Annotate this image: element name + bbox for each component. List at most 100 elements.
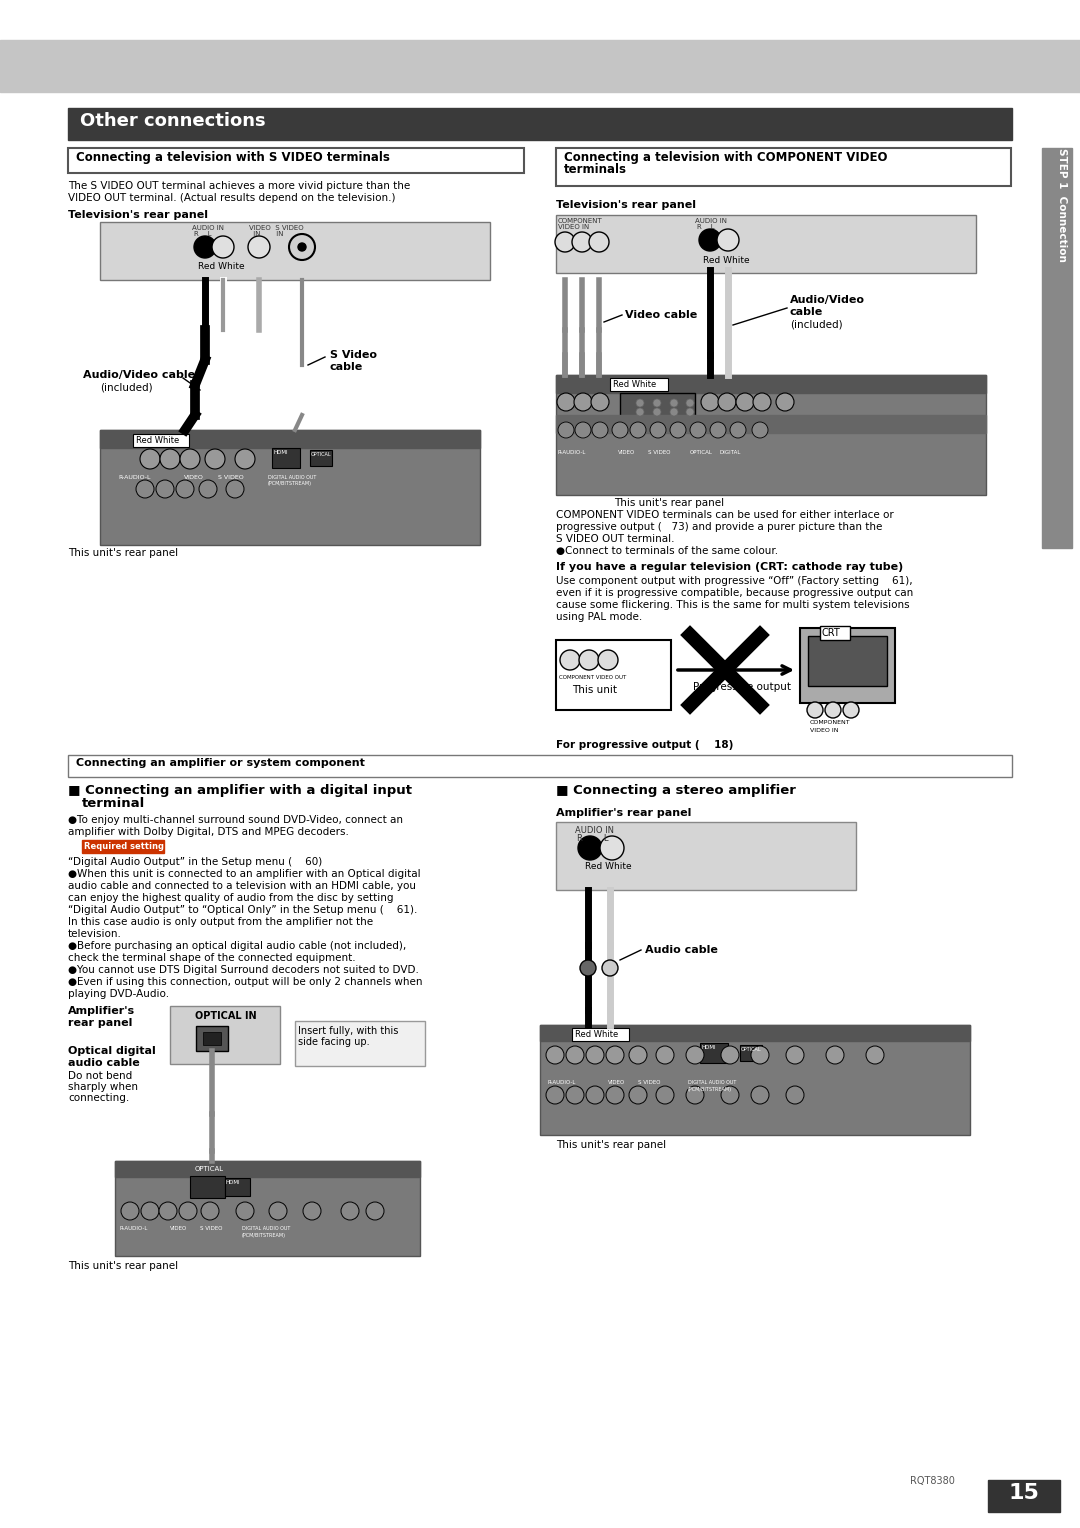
Circle shape (121, 1203, 139, 1219)
Circle shape (656, 1086, 674, 1105)
Bar (1042, 148, 1072, 549)
Circle shape (866, 1047, 885, 1063)
Circle shape (753, 393, 771, 411)
Bar (195, 1025, 228, 1051)
Bar (225, 1178, 249, 1196)
Text: DIGITAL AUDIO OUT: DIGITAL AUDIO OUT (268, 475, 316, 480)
Circle shape (718, 393, 735, 411)
Text: The S VIDEO OUT terminal achieves a more vivid picture than the: The S VIDEO OUT terminal achieves a more… (68, 180, 410, 191)
Circle shape (341, 1203, 359, 1219)
Text: playing DVD-Audio.: playing DVD-Audio. (68, 989, 170, 999)
Circle shape (156, 480, 174, 498)
Text: DIGITAL AUDIO OUT: DIGITAL AUDIO OUT (242, 1225, 291, 1232)
Bar (100, 222, 490, 280)
Text: OPTICAL IN: OPTICAL IN (195, 1012, 257, 1021)
Bar (808, 636, 887, 686)
Bar (610, 377, 669, 391)
Circle shape (546, 1047, 564, 1063)
Text: OPTICAL: OPTICAL (690, 451, 713, 455)
Circle shape (670, 399, 678, 406)
Text: S VIDEO: S VIDEO (200, 1225, 222, 1232)
Text: If you have a regular television (CRT: cathode ray tube): If you have a regular television (CRT: c… (556, 562, 903, 571)
Text: HDMI: HDMI (273, 451, 287, 455)
Text: OPTICAL: OPTICAL (195, 1166, 225, 1172)
Circle shape (586, 1047, 604, 1063)
Circle shape (612, 422, 627, 439)
Text: S VIDEO: S VIDEO (638, 1080, 661, 1085)
Circle shape (546, 1086, 564, 1105)
Circle shape (751, 1086, 769, 1105)
Circle shape (721, 1047, 739, 1063)
Bar (556, 148, 1011, 186)
Text: VIDEO: VIDEO (170, 1225, 187, 1232)
Text: This unit's rear panel: This unit's rear panel (556, 1140, 666, 1151)
Circle shape (566, 1086, 584, 1105)
Bar (203, 1031, 221, 1045)
Text: side facing up.: side facing up. (298, 1038, 369, 1047)
Text: Audio/Video cable: Audio/Video cable (83, 370, 195, 380)
Text: COMPONENT: COMPONENT (810, 720, 851, 724)
Text: VIDEO  S VIDEO: VIDEO S VIDEO (249, 225, 303, 231)
Bar (572, 1028, 629, 1041)
Circle shape (629, 1086, 647, 1105)
Text: R        L: R L (577, 834, 608, 843)
Text: S VIDEO OUT terminal.: S VIDEO OUT terminal. (556, 533, 675, 544)
Circle shape (557, 393, 575, 411)
Circle shape (686, 399, 694, 406)
Circle shape (710, 422, 726, 439)
Circle shape (366, 1203, 384, 1219)
Bar (100, 429, 480, 545)
Circle shape (686, 408, 694, 416)
Circle shape (751, 1047, 769, 1063)
Text: VIDEO: VIDEO (184, 475, 204, 480)
Circle shape (558, 422, 573, 439)
Text: rear panel: rear panel (68, 1018, 133, 1028)
Bar (540, 1025, 970, 1041)
Text: ■ Connecting a stereo amplifier: ■ Connecting a stereo amplifier (556, 784, 796, 798)
Circle shape (205, 449, 225, 469)
Text: Red White: Red White (703, 257, 750, 264)
Circle shape (575, 422, 591, 439)
Bar (170, 1005, 280, 1063)
Circle shape (686, 1086, 704, 1105)
Text: terminals: terminals (564, 163, 627, 176)
Text: ■ Connecting an amplifier with a digital input: ■ Connecting an amplifier with a digital… (68, 784, 411, 798)
Text: Progressive output: Progressive output (693, 681, 791, 692)
Text: television.: television. (68, 929, 122, 940)
Text: Connecting an amplifier or system component: Connecting an amplifier or system compon… (76, 758, 365, 769)
Bar (556, 822, 856, 889)
Circle shape (690, 422, 706, 439)
Text: Connecting a television with COMPONENT VIDEO: Connecting a television with COMPONENT V… (564, 151, 888, 163)
Circle shape (786, 1086, 804, 1105)
Text: connecting.: connecting. (68, 1093, 130, 1103)
Bar (556, 215, 976, 274)
Text: (PCM/BITSTREAM): (PCM/BITSTREAM) (242, 1233, 286, 1238)
Text: Insert fully, with this: Insert fully, with this (298, 1025, 399, 1036)
Text: R-AUDIO-L: R-AUDIO-L (120, 1225, 148, 1232)
Circle shape (701, 393, 719, 411)
Circle shape (289, 234, 315, 260)
Circle shape (670, 408, 678, 416)
Text: COMPONENT: COMPONENT (558, 219, 603, 225)
Text: amplifier with Dolby Digital, DTS and MPEG decoders.: amplifier with Dolby Digital, DTS and MP… (68, 827, 349, 837)
Circle shape (586, 1086, 604, 1105)
Text: progressive output (   73) and provide a purer picture than the: progressive output ( 73) and provide a p… (556, 523, 882, 532)
Text: AUDIO IN: AUDIO IN (696, 219, 727, 225)
Bar (820, 626, 850, 640)
Circle shape (572, 232, 592, 252)
Text: Connecting a television with S VIDEO terminals: Connecting a television with S VIDEO ter… (76, 151, 390, 163)
Bar (540, 1025, 970, 1135)
Circle shape (629, 1047, 647, 1063)
Text: STEP 1  Connection: STEP 1 Connection (1057, 148, 1067, 261)
Text: audio cable and connected to a television with an HDMI cable, you: audio cable and connected to a televisio… (68, 882, 416, 891)
Text: This unit: This unit (572, 685, 618, 695)
Circle shape (606, 1047, 624, 1063)
Text: cable: cable (330, 362, 363, 371)
Bar (68, 755, 1012, 778)
Bar (114, 1161, 420, 1256)
Text: ●When this unit is connected to an amplifier with an Optical digital: ●When this unit is connected to an ampli… (68, 869, 420, 879)
Text: (PCM/BITSTREAM): (PCM/BITSTREAM) (688, 1086, 732, 1093)
Bar (68, 148, 524, 173)
Text: Red White: Red White (136, 435, 179, 445)
Circle shape (825, 701, 841, 718)
